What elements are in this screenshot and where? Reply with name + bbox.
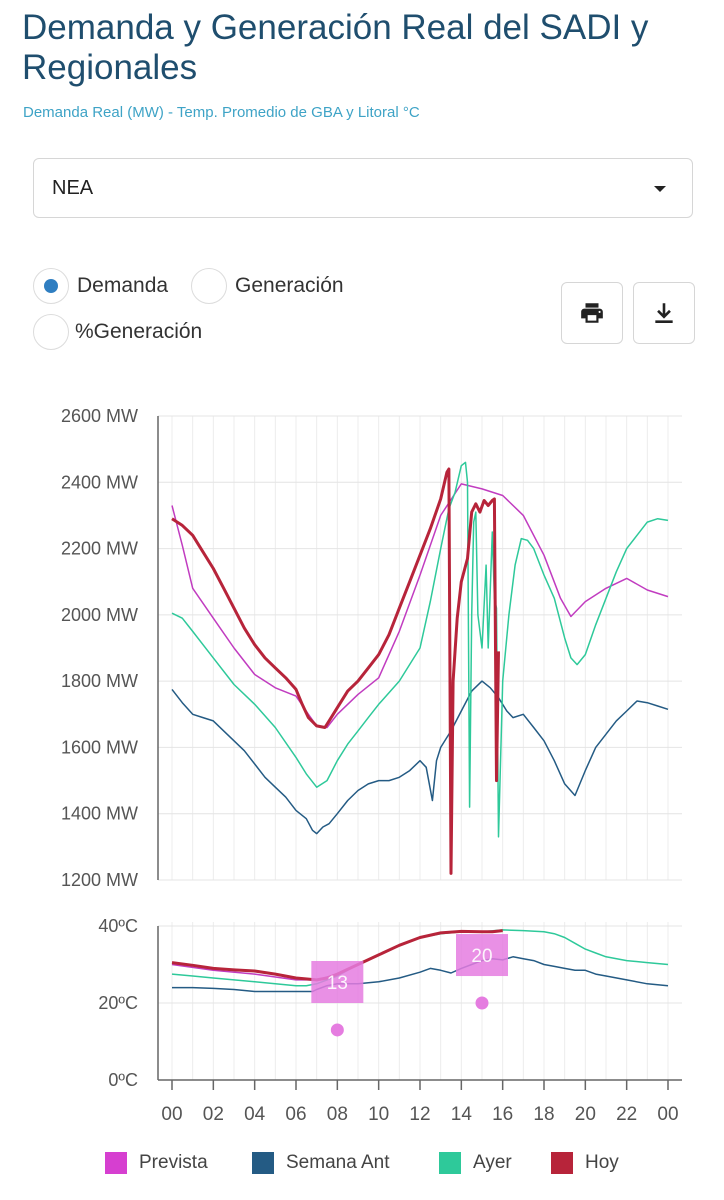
radio-demanda-circle[interactable]	[33, 268, 69, 304]
radio-porcentaje-generacion-label: %Generación	[75, 320, 203, 343]
print-button[interactable]	[561, 282, 623, 344]
legend-item-hoy[interactable]: Hoy	[551, 1152, 619, 1174]
demand-ytick-label: 2600 MW	[61, 406, 138, 426]
x-tick-label: 20	[575, 1104, 596, 1125]
forecast-temp-dot-13	[330, 1023, 344, 1037]
region-select[interactable]: NEA	[33, 158, 693, 218]
demand-ytick-label: 1400 MW	[61, 804, 138, 824]
x-tick-label: 22	[616, 1104, 637, 1125]
temperature-ytick-label: 0ºC	[108, 1070, 138, 1090]
demand-temperature-chart: 1200 MW 1400 MW 1600 MW 1800 MW 2000 MW 2200 …	[61, 406, 682, 1125]
x-tick-label: 04	[244, 1104, 266, 1125]
legend-item-prevista[interactable]: Prevista	[105, 1152, 208, 1174]
x-tick-label: 08	[327, 1104, 348, 1125]
legend-label-hoy: Hoy	[585, 1152, 619, 1173]
radio-generacion[interactable]: Generación	[191, 266, 344, 306]
download-icon	[655, 303, 673, 323]
forecast-temp-label-13: 13	[327, 973, 348, 994]
download-button[interactable]	[633, 282, 695, 344]
legend-swatch-ayer	[439, 1152, 461, 1174]
legend-item-ayer[interactable]: Ayer	[439, 1152, 512, 1174]
print-icon	[581, 303, 603, 323]
x-tick-label: 00	[657, 1104, 678, 1125]
radio-generacion-circle[interactable]	[191, 268, 227, 304]
x-tick-label: 12	[409, 1104, 430, 1125]
radio-porcentaje-generacion[interactable]: %Generación	[33, 312, 202, 352]
page-title: Demanda y Generación Real del SADI y Reg…	[22, 8, 649, 87]
legend-label-prevista: Prevista	[139, 1152, 208, 1173]
x-tick-label: 06	[285, 1104, 306, 1125]
x-tick-label: 14	[451, 1104, 473, 1125]
temperature-ytick-label: 20ºC	[98, 993, 138, 1013]
demand-ytick-label: 2000 MW	[61, 605, 138, 625]
demand-ytick-label: 1600 MW	[61, 737, 138, 757]
x-tick-label: 10	[368, 1104, 389, 1125]
x-tick-label: 18	[533, 1104, 554, 1125]
radio-generacion-label: Generación	[235, 274, 344, 297]
x-tick-label: 02	[203, 1104, 224, 1125]
region-select-value: NEA	[52, 177, 94, 199]
radio-porcentaje-generacion-circle[interactable]	[33, 314, 69, 350]
temperature-ytick-label: 40ºC	[98, 916, 138, 936]
forecast-temp-label-20: 20	[471, 946, 492, 967]
demand-ytick-label: 1800 MW	[61, 671, 138, 691]
demand-series-hoy	[171, 467, 500, 875]
chevron-down-icon	[654, 186, 666, 192]
legend-item-semana-ant[interactable]: Semana Ant	[252, 1152, 390, 1174]
legend-swatch-prevista	[105, 1152, 127, 1174]
demand-series-ayer	[171, 461, 669, 838]
chart-legend: Prevista Semana Ant Ayer Hoy	[0, 1152, 724, 1182]
legend-swatch-semana-ant	[252, 1152, 274, 1174]
demand-ytick-label: 2400 MW	[61, 472, 138, 492]
x-tick-label: 16	[492, 1104, 513, 1125]
demand-ytick-label: 2200 MW	[61, 539, 138, 559]
radio-demanda-label: Demanda	[77, 274, 169, 297]
forecast-temp-box-20	[456, 934, 508, 977]
demand-series-prevista	[171, 483, 669, 729]
forecast-temp-box-13	[311, 961, 364, 1003]
legend-swatch-hoy	[551, 1152, 573, 1174]
legend-label-semana-ant: Semana Ant	[286, 1152, 390, 1173]
demand-series-semana-ant	[171, 680, 669, 835]
radio-demanda[interactable]: Demanda	[33, 266, 168, 306]
forecast-temp-dot-20	[475, 996, 489, 1010]
legend-label-ayer: Ayer	[473, 1152, 512, 1173]
page-subtitle: Demanda Real (MW) - Temp. Promedio de GB…	[23, 104, 420, 121]
demand-ytick-label: 1200 MW	[61, 870, 138, 890]
x-tick-label: 00	[161, 1104, 182, 1125]
